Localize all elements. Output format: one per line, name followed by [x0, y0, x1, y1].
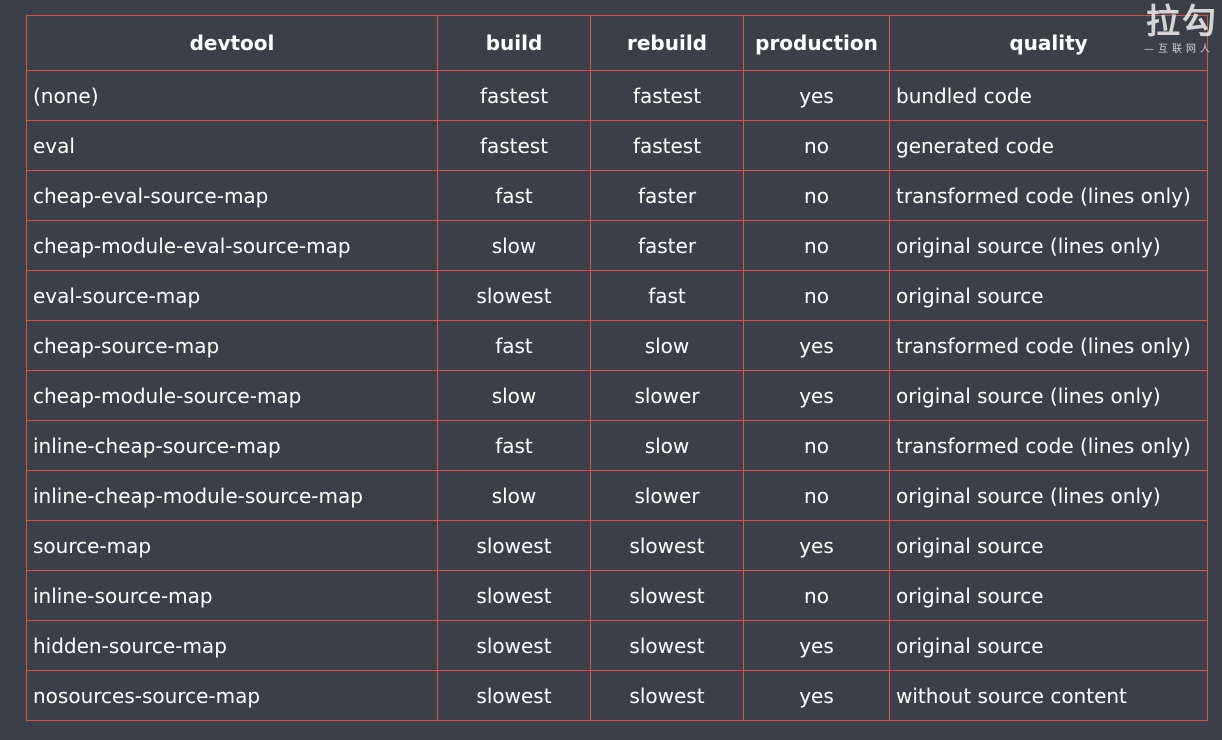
cell-devtool: cheap-source-map: [26, 320, 438, 371]
watermark-logo: 拉勾: [1146, 2, 1218, 42]
cell-quality: original source: [889, 570, 1208, 621]
cell-production: yes: [743, 620, 890, 671]
cell-build: slowest: [437, 520, 591, 571]
cell-build: fast: [437, 170, 591, 221]
cell-quality: original source: [889, 620, 1208, 671]
table-row: hidden-source-map slowest slowest yes origin…: [26, 620, 1208, 671]
header-rebuild: rebuild: [590, 15, 744, 71]
cell-build: slow: [437, 370, 591, 421]
cell-rebuild: fastest: [590, 70, 744, 121]
table-row: inline-cheap-module-source-map slow slower…: [26, 470, 1208, 521]
cell-build: slowest: [437, 270, 591, 321]
cell-production: no: [743, 470, 890, 521]
cell-quality: transformed code (lines only): [889, 170, 1208, 221]
cell-quality: transformed code (lines only): [889, 320, 1208, 371]
cell-build: fast: [437, 320, 591, 371]
cell-quality: original source: [889, 270, 1208, 321]
cell-quality: without source content: [889, 670, 1208, 721]
cell-rebuild: fast: [590, 270, 744, 321]
cell-devtool: eval-source-map: [26, 270, 438, 321]
cell-build: fastest: [437, 70, 591, 121]
cell-quality: original source: [889, 520, 1208, 571]
cell-devtool: (none): [26, 70, 438, 121]
table-row: inline-cheap-source-map fast slow no transfo…: [26, 420, 1208, 471]
cell-build: slow: [437, 220, 591, 271]
cell-rebuild: slowest: [590, 670, 744, 721]
cell-build: slowest: [437, 570, 591, 621]
cell-production: no: [743, 120, 890, 171]
cell-devtool: source-map: [26, 520, 438, 571]
table-row: eval fastest fastest no generated code: [26, 120, 1208, 171]
devtool-comparison-table: devtool build rebuild production quality…: [26, 15, 1208, 721]
cell-devtool: cheap-eval-source-map: [26, 170, 438, 221]
cell-production: yes: [743, 320, 890, 371]
table-row: cheap-eval-source-map fast faster no transfo…: [26, 170, 1208, 221]
table-row: cheap-source-map fast slow yes transformed c…: [26, 320, 1208, 371]
table-row: (none) fastest fastest yes bundled code: [26, 70, 1208, 121]
cell-production: yes: [743, 670, 890, 721]
cell-build: slowest: [437, 670, 591, 721]
cell-devtool: nosources-source-map: [26, 670, 438, 721]
cell-production: yes: [743, 520, 890, 571]
cell-production: no: [743, 170, 890, 221]
cell-rebuild: slower: [590, 470, 744, 521]
header-row: devtool build rebuild production quality: [26, 15, 1208, 71]
header-production: production: [743, 15, 890, 71]
cell-rebuild: slowest: [590, 620, 744, 671]
cell-build: fastest: [437, 120, 591, 171]
table-header: devtool build rebuild production quality: [26, 15, 1208, 71]
cell-rebuild: slow: [590, 320, 744, 371]
table-row: nosources-source-map slowest slowest yes wit…: [26, 670, 1208, 721]
watermark-tagline: —互联网人: [1144, 44, 1214, 55]
cell-devtool: eval: [26, 120, 438, 171]
cell-build: fast: [437, 420, 591, 471]
cell-rebuild: faster: [590, 170, 744, 221]
cell-rebuild: slow: [590, 420, 744, 471]
cell-production: no: [743, 220, 890, 271]
cell-quality: original source (lines only): [889, 470, 1208, 521]
cell-quality: original source (lines only): [889, 220, 1208, 271]
cell-production: no: [743, 270, 890, 321]
table-body: (none) fastest fastest yes bundled code eval f…: [26, 70, 1208, 721]
cell-build: slowest: [437, 620, 591, 671]
cell-quality: transformed code (lines only): [889, 420, 1208, 471]
header-quality: quality: [889, 15, 1208, 71]
cell-production: yes: [743, 370, 890, 421]
cell-production: yes: [743, 70, 890, 121]
cell-build: slow: [437, 470, 591, 521]
cell-rebuild: fastest: [590, 120, 744, 171]
table-row: source-map slowest slowest yes original sour…: [26, 520, 1208, 571]
cell-quality: generated code: [889, 120, 1208, 171]
header-build: build: [437, 15, 591, 71]
cell-devtool: cheap-module-source-map: [26, 370, 438, 421]
cell-rebuild: slowest: [590, 570, 744, 621]
cell-quality: original source (lines only): [889, 370, 1208, 421]
cell-devtool: hidden-source-map: [26, 620, 438, 671]
cell-devtool: cheap-module-eval-source-map: [26, 220, 438, 271]
table-row: inline-source-map slowest slowest no origina…: [26, 570, 1208, 621]
table-row: eval-source-map slowest fast no original sou…: [26, 270, 1208, 321]
cell-devtool: inline-cheap-module-source-map: [26, 470, 438, 521]
cell-devtool: inline-source-map: [26, 570, 438, 621]
cell-quality: bundled code: [889, 70, 1208, 121]
cell-production: no: [743, 420, 890, 471]
cell-rebuild: slowest: [590, 520, 744, 571]
table-row: cheap-module-eval-source-map slow faster no…: [26, 220, 1208, 271]
cell-production: no: [743, 570, 890, 621]
brand-watermark: 拉勾 —互联网人: [1142, 0, 1222, 60]
cell-rebuild: slower: [590, 370, 744, 421]
cell-devtool: inline-cheap-source-map: [26, 420, 438, 471]
cell-rebuild: faster: [590, 220, 744, 271]
header-devtool: devtool: [26, 15, 438, 71]
table-row: cheap-module-source-map slow slower yes orig…: [26, 370, 1208, 421]
